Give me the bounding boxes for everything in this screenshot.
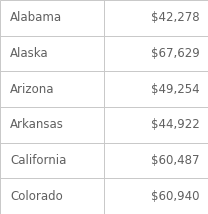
Text: Arkansas: Arkansas [10,118,64,131]
Text: $60,940: $60,940 [151,190,200,203]
Text: California: California [10,154,67,167]
Text: $44,922: $44,922 [151,118,200,131]
Text: $49,254: $49,254 [151,83,200,96]
Text: $67,629: $67,629 [151,47,200,60]
Text: $60,487: $60,487 [151,154,200,167]
Text: Alaska: Alaska [10,47,49,60]
Text: Alabama: Alabama [10,11,63,24]
Text: Arizona: Arizona [10,83,55,96]
Text: $42,278: $42,278 [151,11,200,24]
Text: Colorado: Colorado [10,190,63,203]
